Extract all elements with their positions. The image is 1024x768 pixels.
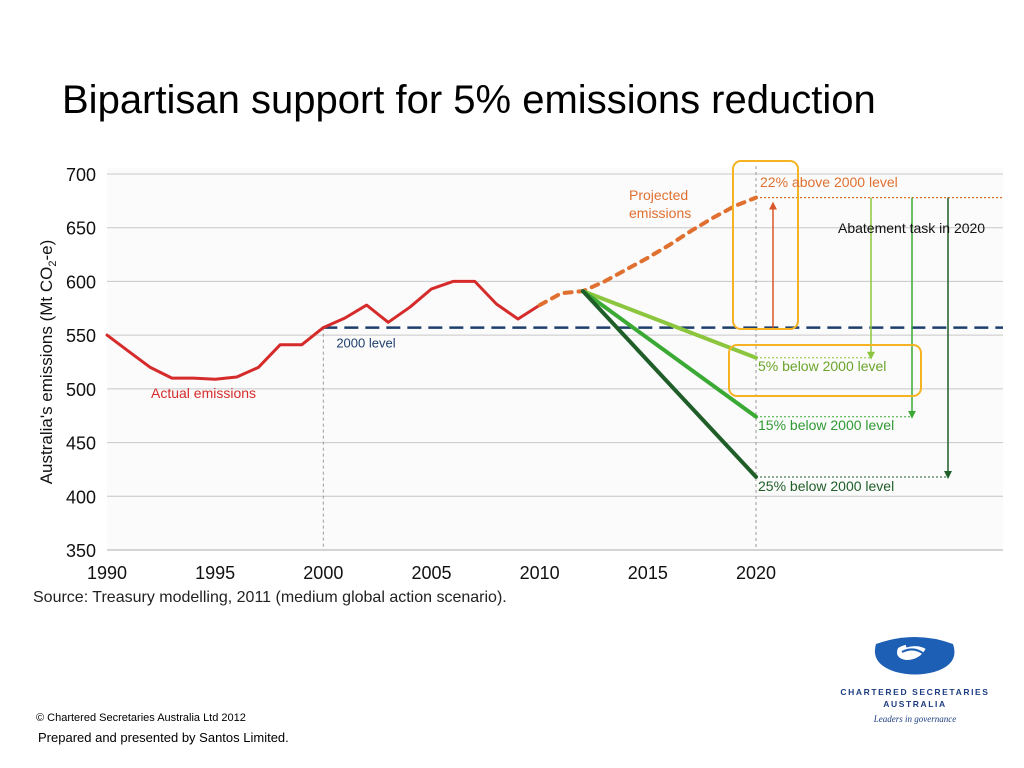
series-line-1 <box>105 279 542 381</box>
abatement-task-label: Abatement task in 2020 <box>838 220 985 236</box>
y-axis-label-prefix: Australia's emissions (Mt CO <box>37 267 56 485</box>
y-tick-label: 500 <box>66 380 96 400</box>
logo-tagline: Leaders in governance <box>873 714 957 724</box>
y-tick-label: 600 <box>66 272 96 292</box>
x-tick-label: 2010 <box>520 563 560 583</box>
highlight-box-22pct <box>732 160 799 330</box>
x-tick-label: 2005 <box>411 563 451 583</box>
slide-title: Bipartisan support for 5% emissions redu… <box>62 78 876 122</box>
x-tick-label: 1995 <box>195 563 235 583</box>
series-line-2 <box>537 195 758 308</box>
reference-line-label: 2000 level <box>336 336 395 351</box>
projected-emissions-label-line2: emissions <box>629 205 691 221</box>
series-line-4 <box>580 289 758 419</box>
y-axis-label-subscript: 2 <box>47 260 59 266</box>
target-25pct-label: 25% below 2000 level <box>758 478 894 494</box>
y-axis-label: Australia's emissions (Mt CO2-e) <box>37 240 59 485</box>
x-tick-label: 2015 <box>628 563 668 583</box>
logo-emblem-icon <box>874 637 955 675</box>
annotation-layer <box>728 160 1003 479</box>
y-tick-label: 450 <box>66 434 96 454</box>
logo-name-line1: CHARTERED SECRETARIES <box>840 687 990 697</box>
company-logo: CHARTERED SECRETARIES AUSTRALIA Leaders … <box>840 636 990 731</box>
highlight-box-5pct <box>728 344 922 397</box>
grid-lines <box>107 166 1003 551</box>
y-axis-label-suffix: -e) <box>37 240 56 261</box>
actual-emissions-label: Actual emissions <box>151 385 256 401</box>
projected-emissions-label-line1: Projected <box>629 187 688 203</box>
logo-name-line2: AUSTRALIA <box>883 699 947 709</box>
emissions-chart: 350 400 450 500 550 600 650 700 1990 1995 2000 2005… <box>37 160 1003 583</box>
target-5pct-label: 5% below 2000 level <box>758 358 886 374</box>
series-line-5 <box>580 289 758 479</box>
y-tick-label: 350 <box>66 541 96 561</box>
y-tick-label: 550 <box>66 326 96 346</box>
x-tick-label: 1990 <box>87 563 127 583</box>
copyright-notice: © Chartered Secretaries Australia Ltd 20… <box>36 712 246 724</box>
x-tick-label: 2020 <box>736 563 776 583</box>
chart-source: Source: Treasury modelling, 2011 (medium… <box>33 589 507 606</box>
projection-cap-label: 22% above 2000 level <box>760 174 898 190</box>
y-tick-label: 650 <box>66 219 96 239</box>
plot-background <box>107 168 1003 550</box>
y-tick-label: 700 <box>66 165 96 185</box>
x-tick-label: 2000 <box>303 563 343 583</box>
prepared-by-notice: Prepared and presented by Santos Limited… <box>38 730 289 745</box>
series-layer <box>105 195 758 479</box>
target-15pct-label: 15% below 2000 level <box>758 417 894 433</box>
series-line-3 <box>580 289 758 360</box>
label-layer: 2000 level Actual emissions Projected emiss… <box>151 174 985 494</box>
logo-name: CHARTERED SECRETARIES AUSTRALIA <box>840 686 990 710</box>
axis-ticks: 350 400 450 500 550 600 650 700 1990 1995 2000 2005… <box>66 165 776 583</box>
y-tick-label: 400 <box>66 487 96 507</box>
